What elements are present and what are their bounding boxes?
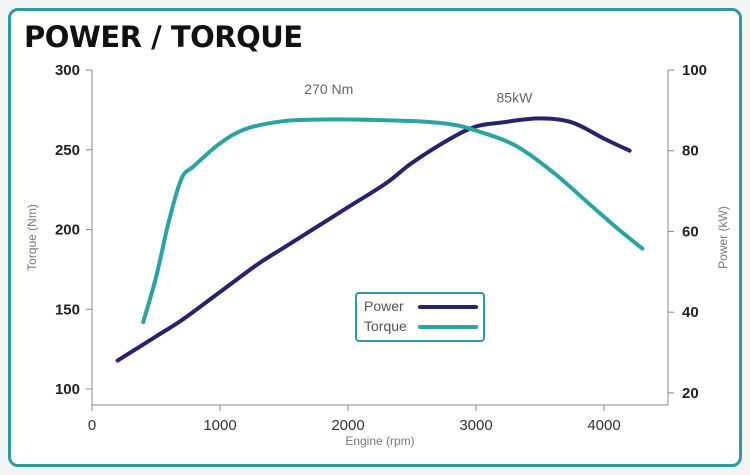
x-tick-label: 2000 [331, 417, 364, 434]
y-left-tick-label: 250 [55, 142, 80, 159]
y-left-tick-label: 100 [55, 381, 80, 398]
annotation-label: 85kW [497, 89, 534, 105]
x-tick-label: 3000 [459, 417, 492, 434]
y-right-axis-label: Power (kW) [716, 206, 730, 269]
y-left-tick-label: 200 [55, 222, 80, 239]
legend-label-torque: Torque [364, 318, 407, 334]
y-right-tick-label: 60 [682, 223, 699, 240]
legend-label-power: Power [364, 298, 404, 314]
y-right-tick-label: 40 [682, 304, 699, 321]
annotation-label: 270 Nm [304, 81, 353, 97]
x-tick-label: 1000 [203, 417, 236, 434]
y-right-tick-label: 80 [682, 143, 699, 160]
y-right-tick-label: 100 [682, 62, 707, 79]
x-tick-label: 4000 [587, 417, 620, 434]
x-tick-label: 0 [88, 417, 96, 434]
series-line-torque [141, 117, 645, 325]
y-left-tick-label: 300 [55, 62, 80, 79]
x-axis-label: Engine (rpm) [345, 434, 414, 448]
chart-frame [8, 8, 742, 467]
y-left-tick-label: 150 [55, 301, 80, 318]
page-title: POWER / TORQUE [24, 20, 303, 54]
series-line-power [115, 116, 632, 363]
y-right-tick-label: 20 [682, 385, 699, 402]
y-left-axis-label: Torque (Nm) [25, 204, 39, 271]
